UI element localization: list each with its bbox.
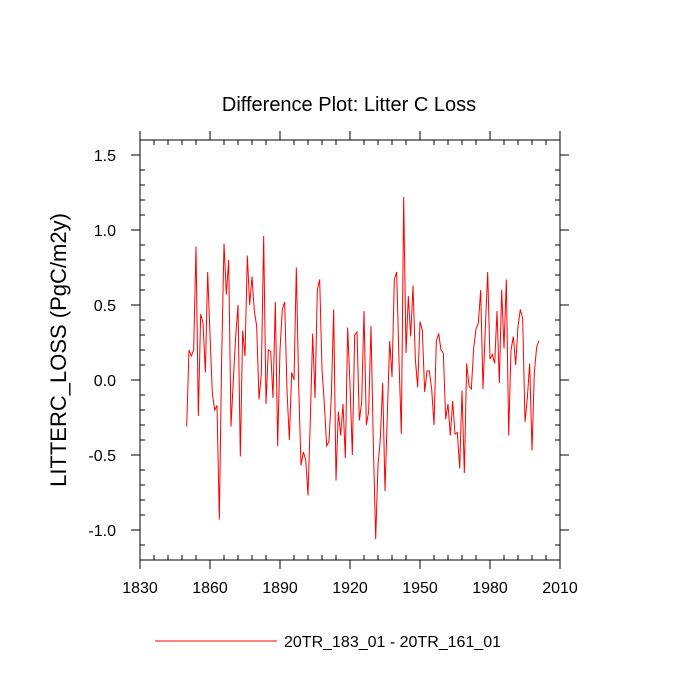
x-tick-label: 1890: [262, 580, 298, 597]
x-tick-label: 1860: [192, 580, 228, 597]
y-tick-label: 0.0: [94, 373, 116, 390]
legend: 20TR_183_01 - 20TR_161_01: [155, 634, 501, 651]
x-tick-label: 1920: [332, 580, 368, 597]
legend-label: 20TR_183_01 - 20TR_161_01: [284, 634, 501, 651]
plot-frame: [139, 139, 561, 561]
y-tick-label: 0.5: [94, 298, 116, 315]
x-tick-label: 1980: [472, 580, 508, 597]
series-line: [186, 196, 540, 540]
chart-title: Difference Plot: Litter C Loss: [222, 94, 476, 116]
y-tick-label: 1.5: [94, 148, 116, 165]
axis-ticks: 1830 1860 1890 1920 1950 1980 2010 -1.0 -0.5 0.0 0…: [88, 131, 578, 597]
y-axis-label: LITTERC_LOSS (PgC/m2y): [46, 213, 71, 487]
y-tick-label: -0.5: [88, 448, 116, 465]
plot-series: [186, 196, 540, 540]
x-tick-label: 2010: [542, 580, 578, 597]
y-tick-label: -1.0: [88, 523, 116, 540]
x-tick-label: 1830: [122, 580, 158, 597]
x-tick-label: 1950: [402, 580, 438, 597]
y-tick-label: 1.0: [94, 223, 116, 240]
